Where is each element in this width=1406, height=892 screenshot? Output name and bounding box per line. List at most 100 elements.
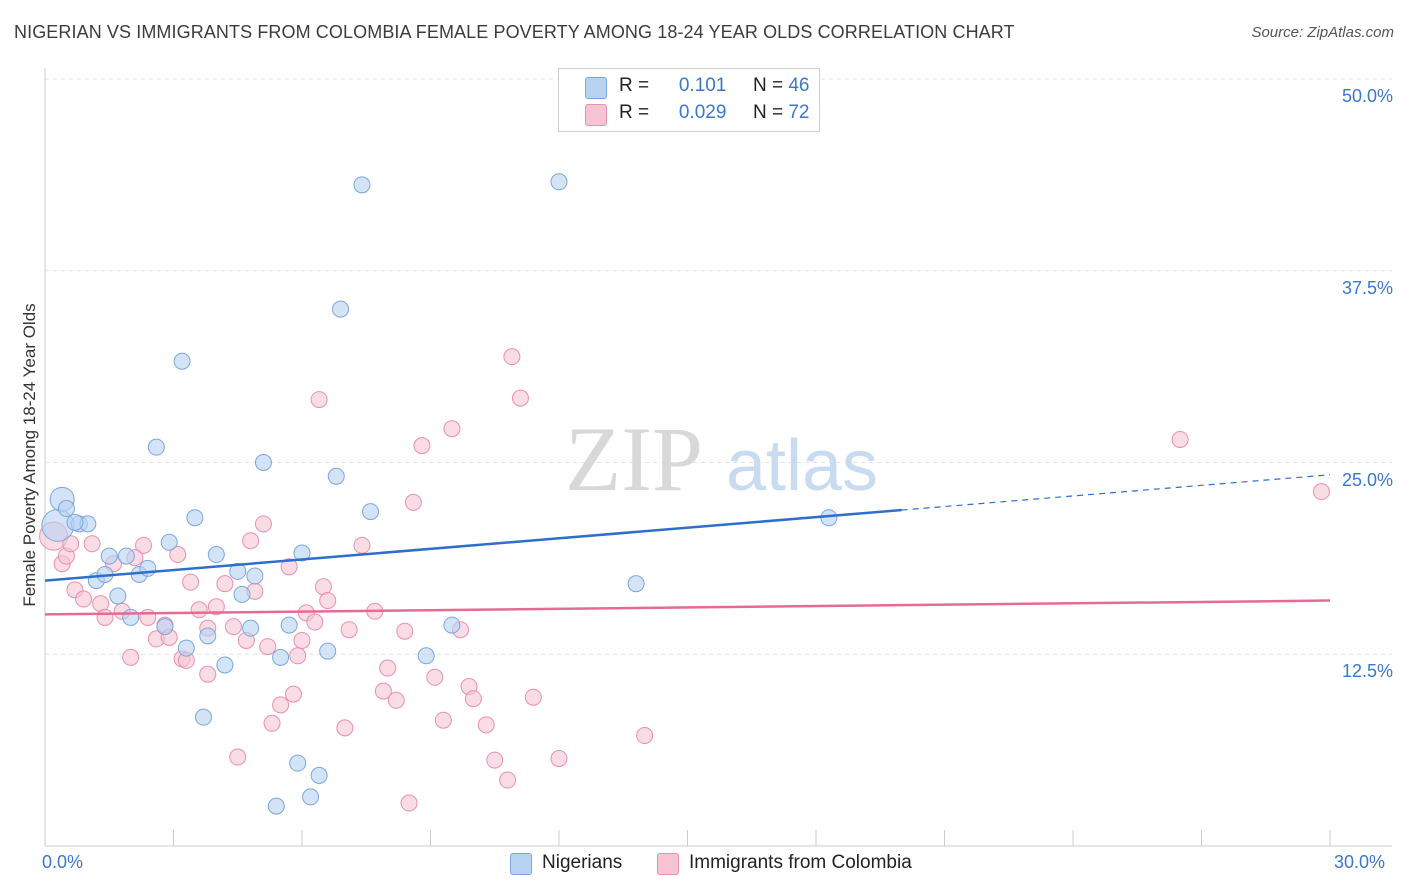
point-colombia bbox=[464, 690, 482, 708]
point-colombia bbox=[434, 711, 452, 729]
y-tick-label: 12.5% bbox=[1341, 661, 1393, 682]
point-colombia bbox=[336, 719, 354, 737]
point-colombia bbox=[229, 748, 247, 766]
point-colombia bbox=[426, 668, 444, 686]
chart-title: NIGERIAN VS IMMIGRANTS FROM COLOMBIA FEM… bbox=[14, 22, 1015, 42]
watermark-atlas: atlas bbox=[726, 426, 878, 506]
point-colombia bbox=[263, 714, 281, 732]
point-nigerian bbox=[443, 616, 461, 634]
point-colombia bbox=[503, 348, 521, 366]
point-nigerian bbox=[229, 562, 247, 580]
point-colombia bbox=[477, 716, 495, 734]
point-nigerian bbox=[177, 639, 195, 657]
point-colombia bbox=[207, 598, 225, 616]
legend-n-label: N = bbox=[752, 102, 784, 123]
y-tick-label: 50.0% bbox=[1341, 86, 1393, 106]
bottom-legend-label-nigerians: Nigerians bbox=[542, 852, 623, 873]
legend-r-value-nigerians: 0.101 bbox=[678, 75, 727, 96]
point-colombia bbox=[306, 613, 324, 631]
point-nigerian bbox=[362, 503, 380, 521]
point-colombia bbox=[254, 515, 272, 533]
point-nigerian bbox=[353, 176, 371, 194]
point-nigerian bbox=[293, 544, 311, 562]
point-colombia bbox=[400, 794, 418, 812]
point-colombia bbox=[96, 608, 114, 626]
point-nigerian bbox=[550, 173, 568, 191]
point-colombia bbox=[374, 682, 392, 700]
trend-line-nigerians bbox=[44, 508, 902, 582]
y-tick-label: 37.5% bbox=[1341, 277, 1393, 298]
point-nigerian bbox=[186, 509, 204, 527]
point-colombia bbox=[511, 389, 529, 407]
point-nigerian bbox=[147, 438, 165, 456]
point-colombia bbox=[636, 727, 654, 745]
point-nigerian bbox=[246, 567, 264, 585]
point-colombia bbox=[242, 532, 260, 550]
point-nigerian bbox=[310, 766, 328, 784]
point-colombia bbox=[443, 420, 461, 438]
point-colombia bbox=[293, 631, 311, 649]
point-colombia bbox=[404, 493, 422, 511]
point-colombia bbox=[62, 535, 80, 553]
point-nigerian bbox=[109, 587, 127, 605]
point-colombia bbox=[135, 536, 153, 554]
bottom-legend-swatch-colombia bbox=[657, 853, 679, 875]
point-colombia bbox=[1312, 483, 1330, 501]
point-nigerian bbox=[117, 547, 135, 565]
bottom-legend-label-colombia: Immigrants from Colombia bbox=[689, 852, 912, 873]
point-colombia bbox=[182, 573, 200, 591]
legend-r-label: R = bbox=[619, 75, 650, 96]
point-nigerian bbox=[327, 467, 345, 485]
point-colombia bbox=[387, 691, 405, 709]
point-colombia bbox=[379, 659, 397, 677]
point-nigerian bbox=[242, 619, 260, 637]
point-nigerian bbox=[156, 618, 174, 636]
point-nigerian bbox=[66, 513, 84, 531]
point-colombia bbox=[524, 688, 542, 706]
point-nigerian bbox=[100, 547, 118, 565]
point-colombia bbox=[284, 685, 302, 703]
trend-line-nigerians-extension bbox=[901, 474, 1331, 511]
point-nigerian bbox=[173, 352, 191, 370]
point-nigerian bbox=[302, 788, 320, 806]
point-nigerian bbox=[233, 585, 251, 603]
bottom-legend-swatch-nigerians bbox=[510, 853, 532, 875]
point-colombia bbox=[139, 608, 157, 626]
legend-n-label: N = bbox=[752, 75, 784, 96]
legend: R = 0.101 N = 46 R = 0.029 N = 72 bbox=[558, 68, 820, 132]
chart-source: Source: ZipAtlas.com bbox=[1251, 24, 1394, 41]
x-tick-label-min: 0.0% bbox=[42, 852, 84, 872]
y-axis-label: Female Poverty Among 18-24 Year Olds bbox=[20, 303, 39, 607]
point-nigerian bbox=[199, 627, 217, 645]
point-colombia bbox=[486, 751, 504, 769]
point-colombia bbox=[289, 647, 307, 665]
point-nigerian bbox=[289, 754, 307, 772]
legend-swatch-colombia bbox=[585, 104, 607, 126]
point-colombia bbox=[216, 575, 234, 593]
point-colombia bbox=[319, 592, 337, 610]
point-nigerian bbox=[122, 608, 140, 626]
point-nigerian bbox=[194, 708, 212, 726]
point-nigerian bbox=[216, 656, 234, 674]
point-nigerian bbox=[267, 797, 285, 815]
point-nigerian bbox=[57, 500, 75, 518]
point-colombia bbox=[199, 665, 217, 683]
point-nigerian bbox=[319, 642, 337, 660]
point-colombia bbox=[1171, 430, 1189, 448]
point-colombia bbox=[122, 648, 140, 666]
legend-n-value-colombia: 72 bbox=[788, 102, 810, 123]
point-colombia bbox=[310, 391, 328, 409]
point-colombia bbox=[396, 622, 414, 640]
x-tick-label-max: 30.0% bbox=[1334, 852, 1386, 872]
y-tick-label: 25.0% bbox=[1341, 469, 1393, 490]
point-nigerian bbox=[272, 648, 290, 666]
point-nigerian bbox=[160, 533, 178, 551]
point-colombia bbox=[550, 750, 568, 768]
point-nigerian bbox=[627, 575, 645, 593]
legend-r-value-colombia: 0.029 bbox=[678, 102, 727, 123]
point-nigerian bbox=[417, 647, 435, 665]
point-colombia bbox=[353, 536, 371, 554]
point-colombia bbox=[413, 437, 431, 455]
point-colombia bbox=[190, 601, 208, 619]
